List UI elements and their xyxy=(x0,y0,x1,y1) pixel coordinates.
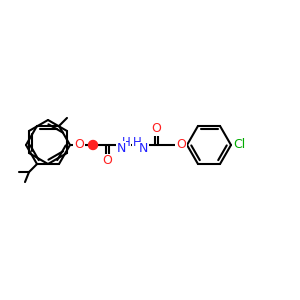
Text: O: O xyxy=(152,122,161,136)
Text: H: H xyxy=(133,136,141,149)
Text: N: N xyxy=(139,142,148,155)
Text: O: O xyxy=(176,139,186,152)
Circle shape xyxy=(88,140,98,149)
Text: O: O xyxy=(74,139,84,152)
Text: H: H xyxy=(122,136,131,149)
Text: O: O xyxy=(103,154,112,167)
Text: Cl: Cl xyxy=(233,139,245,152)
Text: N: N xyxy=(116,142,126,154)
